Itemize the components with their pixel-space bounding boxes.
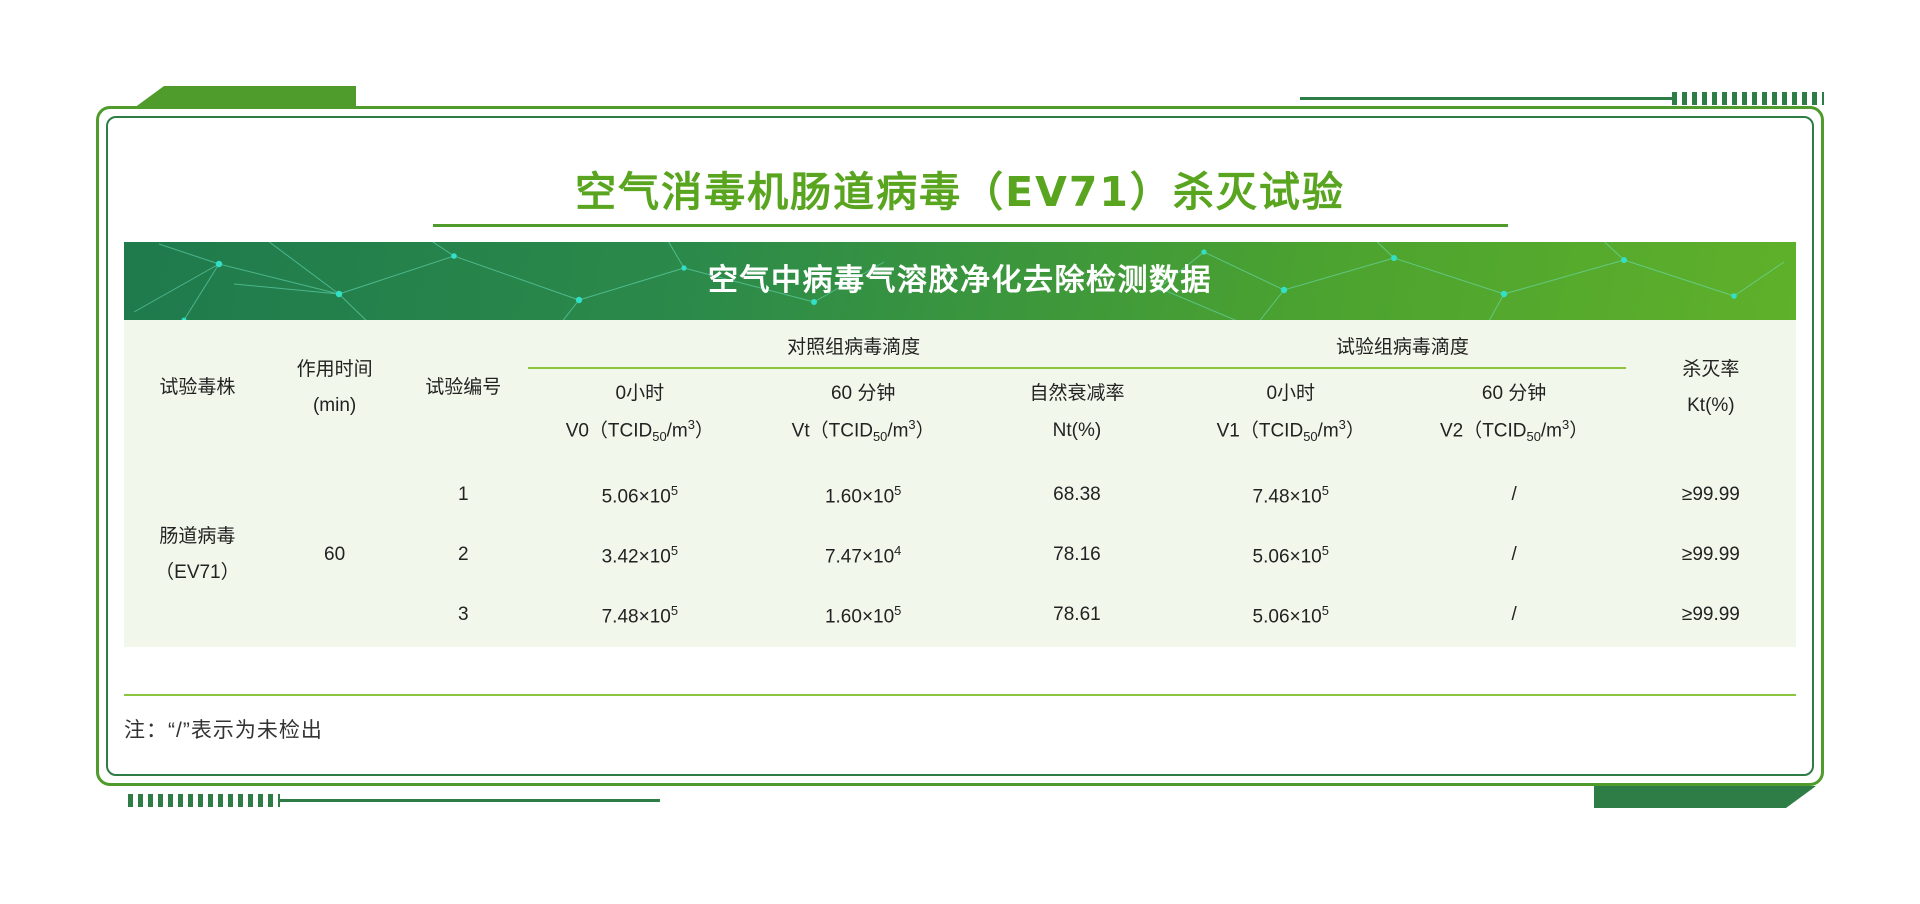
cell-nt: 68.38: [1053, 484, 1101, 506]
group-header-test: 试验组病毒滴度: [1179, 320, 1626, 369]
title-divider: [433, 224, 1508, 227]
connector-line-bottom-left: [320, 799, 660, 802]
cell-nt: 78.16: [1053, 544, 1101, 566]
cell-nt: 78.61: [1053, 604, 1101, 626]
cell-v0: 7.48×105: [601, 602, 679, 628]
connector-line-top-right: [1300, 97, 1640, 100]
table-row: 肠道病毒 （EV71） 60 1 5.06×105 1.60×105 68.38…: [124, 465, 1796, 584]
cell-v0: 3.42×105: [601, 542, 679, 568]
banner: 空气中病毒气溶胶净化去除检测数据: [124, 242, 1796, 320]
col-header-v0: 0小时 V0（TCID50/m3）: [565, 383, 714, 445]
col-header-nt: 自然衰减率 Nt(%): [1029, 383, 1125, 442]
frame-outer-border: [96, 106, 1824, 786]
group-header-control: 对照组病毒滴度: [528, 320, 1180, 369]
cell-test-no: 3: [457, 604, 469, 626]
cell-kt: ≥99.99: [1681, 544, 1740, 566]
cell-duration: 60: [324, 544, 346, 566]
cell-kt: ≥99.99: [1681, 484, 1740, 506]
cell-v0: 5.06×105: [601, 482, 679, 508]
sub-header-row: 0小时 V0（TCID50/m3） 60 分钟 Vt（TCID50/m3） 自然…: [124, 368, 1796, 465]
cell-v1: 5.06×105: [1252, 602, 1329, 628]
table-row: 3 7.48×105 1.60×105 78.61 5.06×105 / ≥99…: [124, 585, 1796, 645]
page-title: 空气消毒机肠道病毒（EV71）杀灭试验: [575, 168, 1345, 216]
data-table: 试验毒株 作用时间 (min) 试验编号 对照组病毒滴度 试验组病毒滴度 杀灭率: [124, 320, 1796, 645]
col-header-test-no: 试验编号: [425, 376, 502, 398]
group-header-row: 试验毒株 作用时间 (min) 试验编号 对照组病毒滴度 试验组病毒滴度 杀灭率: [124, 320, 1796, 416]
cell-vt: 1.60×105: [824, 482, 902, 508]
banner-title: 空气中病毒气溶胶净化去除检测数据: [708, 263, 1212, 298]
poster-content: 空气消毒机肠道病毒（EV71）杀灭试验 空气中: [106, 116, 1814, 776]
col-header-strain: 试验毒株: [159, 376, 236, 398]
table-row: 2 3.42×105 7.47×104 78.16 5.06×105 / ≥99…: [124, 525, 1796, 585]
cell-vt: 1.60×105: [824, 602, 902, 628]
col-header-v1: 0小时 V1（TCID50/m3）: [1216, 383, 1365, 445]
cell-v2: /: [1511, 484, 1517, 506]
cell-kt: ≥99.99: [1681, 604, 1740, 626]
barcode-strip-bottom-left: [128, 794, 328, 807]
col-header-v2: 60 分钟 V2（TCID50/m3）: [1439, 383, 1589, 445]
table-body: 肠道病毒 （EV71） 60 1 5.06×105 1.60×105 68.38…: [124, 465, 1796, 645]
corner-accent-top-left: [134, 86, 356, 108]
cell-v2: /: [1511, 544, 1517, 566]
banner-network-graphic: [133, 242, 1785, 320]
barcode-strip-top-right: [1636, 92, 1824, 105]
cell-vt: 7.47×104: [824, 542, 902, 568]
data-table-container: 试验毒株 作用时间 (min) 试验编号 对照组病毒滴度 试验组病毒滴度 杀灭率: [124, 320, 1796, 648]
cell-v2: /: [1511, 604, 1517, 626]
table-head: 试验毒株 作用时间 (min) 试验编号 对照组病毒滴度 试验组病毒滴度 杀灭率: [124, 320, 1796, 465]
cell-v1: 7.48×105: [1252, 482, 1329, 508]
cell-test-no: 2: [457, 544, 469, 566]
col-header-kill-rate: 杀灭率 Kt(%): [1682, 358, 1740, 416]
note-divider: [124, 694, 1796, 696]
col-header-vt: 60 分钟 Vt（TCID50/m3）: [791, 383, 935, 445]
cell-strain: 肠道病毒 （EV71）: [155, 526, 240, 584]
col-header-duration: 作用时间 (min): [296, 358, 373, 416]
table-note: 注：“/”表示为未检出: [124, 719, 323, 742]
corner-accent-bottom-right: [1594, 786, 1816, 808]
cell-v1: 5.06×105: [1252, 542, 1329, 568]
cell-test-no: 1: [457, 484, 469, 506]
